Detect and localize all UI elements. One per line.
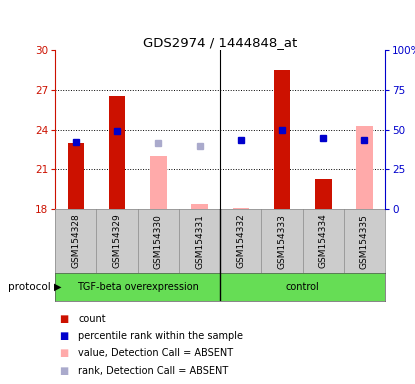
Text: control: control <box>286 282 320 292</box>
Text: GSM154328: GSM154328 <box>71 214 81 268</box>
Bar <box>274 70 290 209</box>
Text: ■: ■ <box>59 348 68 358</box>
Title: GDS2974 / 1444848_at: GDS2974 / 1444848_at <box>143 36 297 49</box>
Text: ■: ■ <box>59 314 68 324</box>
Text: protocol: protocol <box>8 282 51 292</box>
Text: GSM154331: GSM154331 <box>195 214 204 268</box>
Text: percentile rank within the sample: percentile rank within the sample <box>78 331 243 341</box>
Bar <box>150 156 166 209</box>
Bar <box>68 143 84 209</box>
Bar <box>109 96 125 209</box>
Text: TGF-beta overexpression: TGF-beta overexpression <box>77 282 199 292</box>
Text: GSM154329: GSM154329 <box>112 214 122 268</box>
Text: GSM154333: GSM154333 <box>278 214 286 268</box>
Bar <box>191 204 208 209</box>
Bar <box>356 126 373 209</box>
Bar <box>232 208 249 209</box>
Text: ▶: ▶ <box>54 282 62 292</box>
Text: GSM154335: GSM154335 <box>360 214 369 268</box>
Text: ■: ■ <box>59 366 68 376</box>
Text: GSM154332: GSM154332 <box>236 214 245 268</box>
Bar <box>315 179 332 209</box>
Text: GSM154330: GSM154330 <box>154 214 163 268</box>
Text: count: count <box>78 314 106 324</box>
Text: value, Detection Call = ABSENT: value, Detection Call = ABSENT <box>78 348 233 358</box>
Text: rank, Detection Call = ABSENT: rank, Detection Call = ABSENT <box>78 366 228 376</box>
Text: GSM154334: GSM154334 <box>319 214 328 268</box>
Text: ■: ■ <box>59 331 68 341</box>
